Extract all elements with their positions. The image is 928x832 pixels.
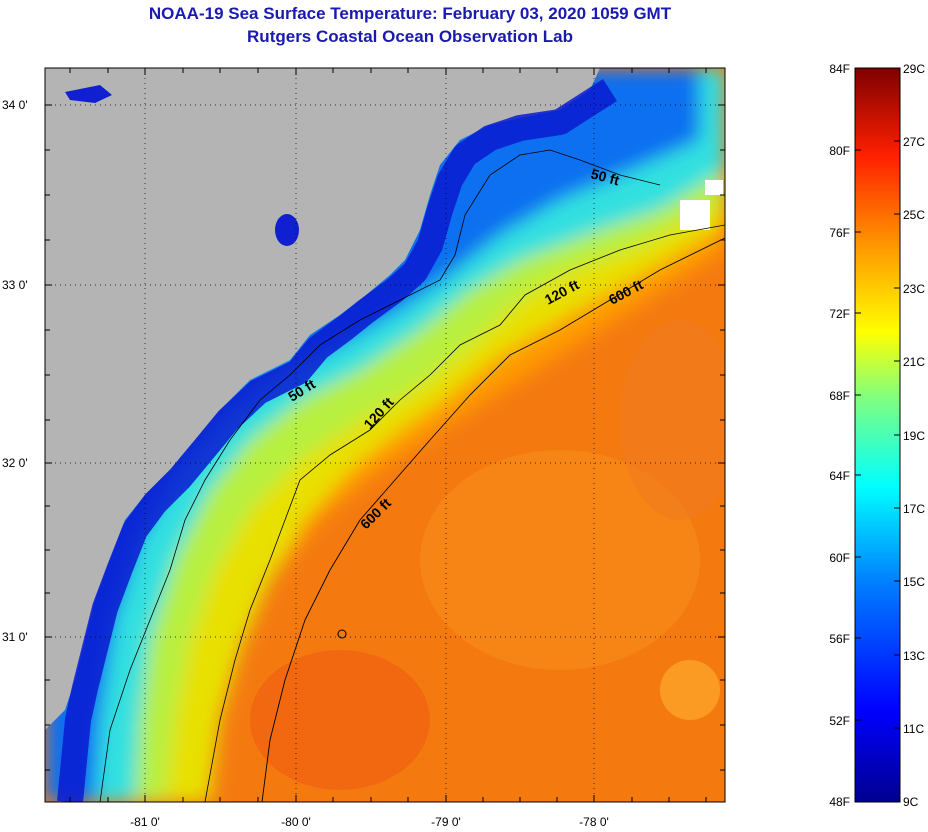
warm-eddy [420,450,700,670]
colorbar-label-56f: 56F [829,632,850,646]
colorbar-label-11c: 11C [903,722,924,736]
contour-50ft [99,149,661,802]
colorbar-label-72f: 72F [829,307,850,321]
colorbar-label-64f: 64F [829,469,850,483]
lat-label-34: 34 0' [2,98,28,112]
colorbar-label-68f: 68F [829,389,850,403]
cloud-patch [705,180,723,195]
contour-600ft [261,237,725,802]
lat-label-33: 33 0' [2,278,28,292]
colorbar-label-60f: 60F [829,551,850,565]
axis-ticks [45,68,725,802]
lon-label-81: -81 0' [130,815,160,829]
lon-label-78: -78 0' [579,815,609,829]
colorbar-label-80f: 80F [829,144,850,158]
lat-label-31: 31 0' [2,630,28,644]
map-subtitle: Rutgers Coastal Ocean Observation Lab [247,27,573,46]
cloud-patch [680,200,710,230]
lake-marion [275,214,299,246]
land-mass [45,68,600,730]
map-frame [44,67,726,803]
colorbar [854,67,901,803]
colorbar-label-76f: 76F [829,226,850,240]
colorbar-label-52f: 52F [829,714,850,728]
warm-patch [660,660,720,720]
lat-lon-grid [45,68,725,802]
buoy-marker [337,629,347,639]
colorbar-label-9c: 9C [903,795,919,809]
contour-label-50ft-ne: 50 ft [589,165,621,188]
warm-filament [620,320,725,520]
colorbar-label-13c: 13C [903,649,925,663]
colorbar-label-17c: 17C [903,502,925,516]
map-panel: 50 ft 50 ft 120 ft 120 ft 600 ft 600 ft [45,68,725,802]
colorbar-label-15c: 15C [903,575,925,589]
lon-label-80: -80 0' [281,815,311,829]
gulf-stream-core [250,650,430,790]
coastal-cold-band [57,79,618,802]
colorbar-label-19c: 19C [903,429,925,443]
colorbar-label-23c: 23C [903,282,925,296]
colorbar-label-48f: 48F [829,795,850,809]
colorbar-ticks [855,67,900,803]
map-title: NOAA-19 Sea Surface Temperature: Februar… [148,4,672,23]
colorbar-label-84f: 84F [829,62,850,76]
lat-label-32: 32 0' [2,456,28,470]
lon-label-79: -79 0' [431,815,461,829]
colorbar-label-25c: 25C [903,208,925,222]
colorbar-label-21c: 21C [903,355,925,369]
colorbar-label-29c: 29C [903,62,925,76]
contour-120ft [204,224,725,802]
lake-icon [65,85,112,103]
colorbar-label-27c: 27C [903,135,925,149]
